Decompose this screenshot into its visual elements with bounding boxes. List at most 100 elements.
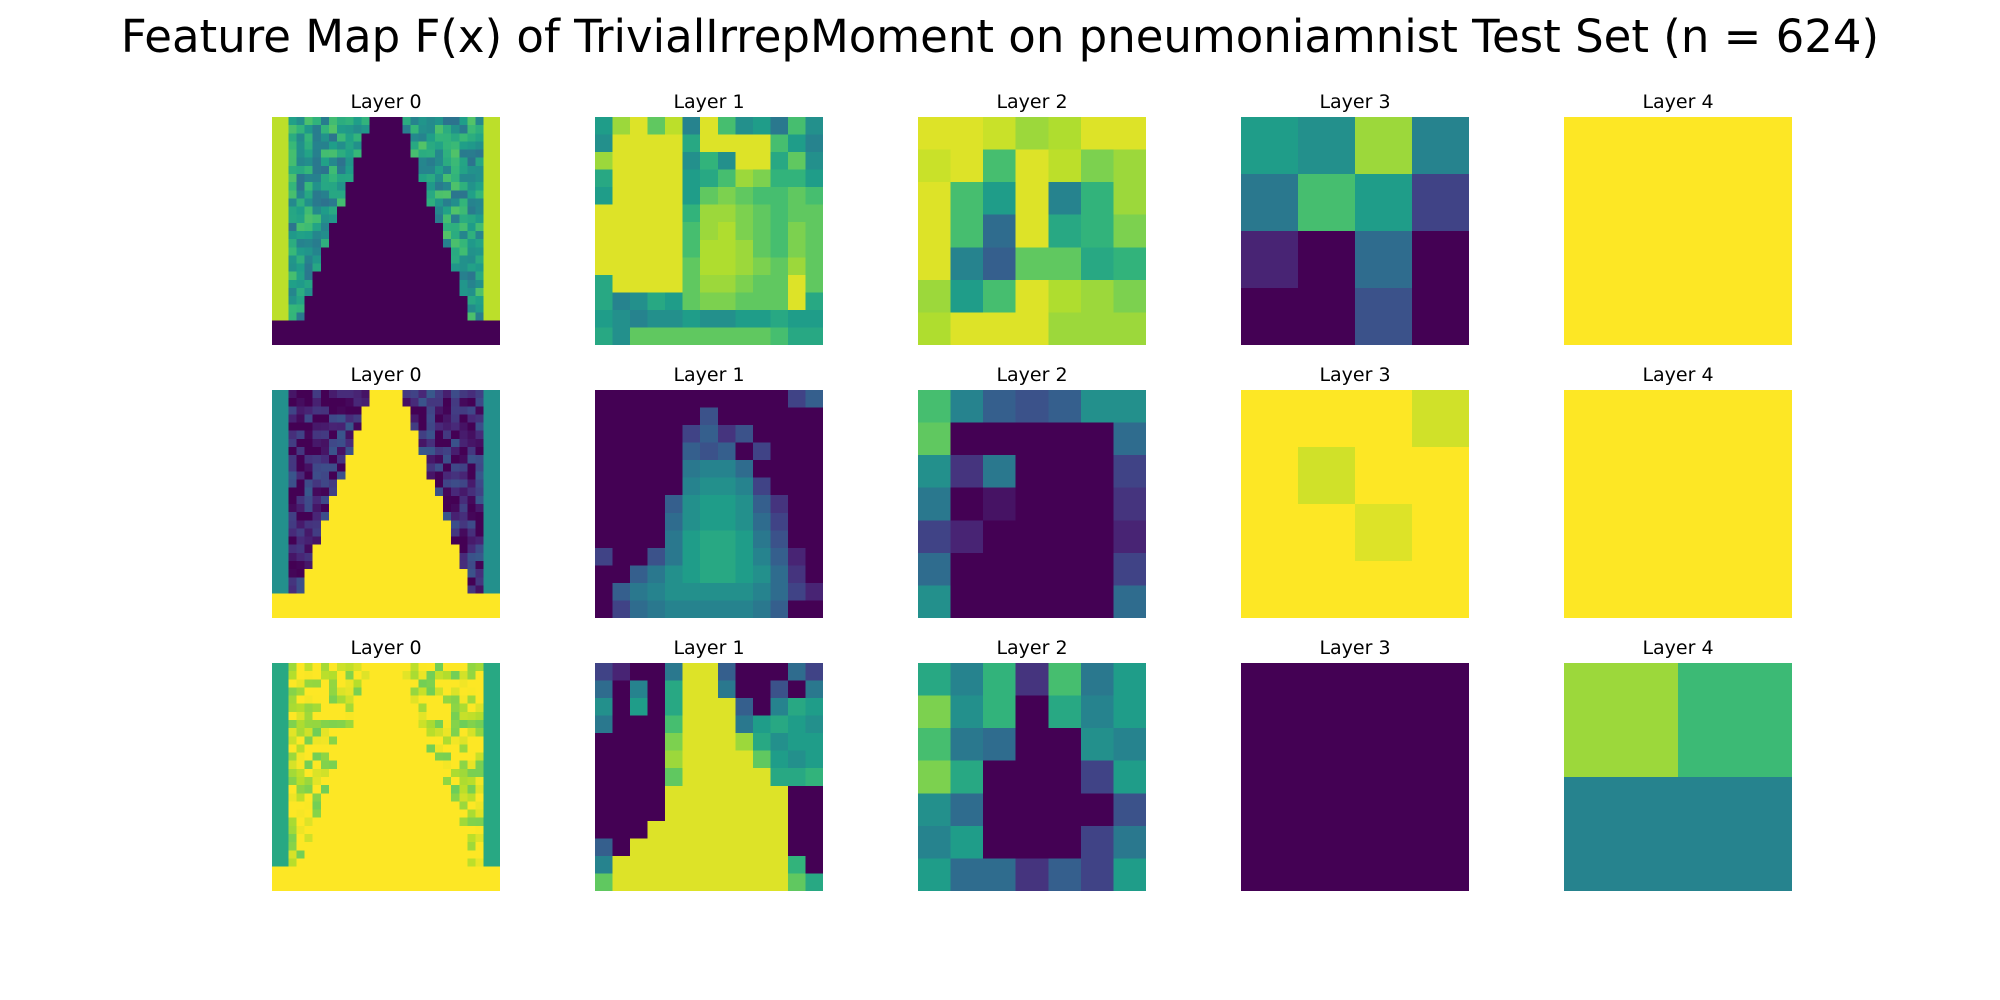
heatmap-cell: [459, 117, 469, 126]
heatmap-cell: [426, 125, 436, 134]
heatmap-cell: [483, 703, 493, 713]
heatmap-cell: [361, 711, 371, 721]
heatmap-cell: [805, 239, 823, 258]
heatmap-cell: [337, 182, 346, 191]
heatmap-cell: [1080, 422, 1115, 456]
heatmap-cell: [434, 214, 444, 224]
heatmap-cell: [805, 274, 823, 293]
heatmap-cell: [467, 414, 477, 424]
heatmap-cell: [296, 809, 306, 819]
heatmap-cell: [630, 495, 649, 514]
heatmap-cell: [595, 390, 614, 409]
heatmap-cell: [377, 720, 387, 729]
heatmap-cell: [443, 671, 452, 680]
heatmap-cell: [272, 487, 281, 497]
heatmap-cell: [329, 601, 338, 611]
heatmap-cell: [418, 125, 428, 134]
heatmap-cell: [418, 328, 428, 338]
heatmap-cell: [426, 768, 436, 778]
heatmap-cell: [329, 593, 338, 603]
heatmap-cell: [647, 803, 666, 822]
heatmap-cell: [410, 320, 420, 330]
heatmap-cell: [320, 336, 330, 345]
heatmap-cell: [983, 214, 1017, 248]
heatmap-cell: [304, 214, 314, 224]
heatmap-cell: [377, 850, 387, 860]
heatmap-cell: [918, 455, 952, 489]
heatmap-cell: [491, 487, 500, 497]
heatmap-cell: [272, 585, 281, 595]
heatmap-cell: [369, 463, 379, 473]
heatmap-cell: [1412, 288, 1469, 345]
heatmap-cell: [1241, 663, 1469, 891]
heatmap-cell: [386, 455, 395, 464]
heatmap-cell: [345, 793, 355, 803]
heatmap-cell: [467, 760, 477, 770]
heatmap-cell: [337, 679, 346, 689]
heatmap-cell: [418, 728, 428, 737]
heatmap-cell: [361, 801, 371, 811]
heatmap-cell: [410, 479, 420, 489]
panel-title: Layer 0: [350, 91, 422, 113]
heatmap-cell: [451, 687, 460, 697]
heatmap-cell: [647, 134, 666, 153]
heatmap-cell: [1048, 214, 1082, 248]
heatmap-cell: [443, 406, 452, 416]
heatmap-cell: [491, 279, 500, 289]
heatmap-cell: [272, 320, 281, 330]
heatmap-cell: [451, 512, 460, 521]
heatmap-cell: [386, 760, 395, 770]
heatmap-cell: [377, 528, 387, 538]
heatmap-cell: [304, 336, 314, 345]
heatmap-cell: [377, 671, 387, 680]
heatmap-cell: [595, 239, 614, 258]
heatmap-cell: [459, 125, 469, 134]
heatmap-cell: [410, 585, 420, 595]
heatmap-cell: [950, 214, 984, 248]
heatmap-cell: [272, 866, 281, 876]
heatmap-cell: [296, 720, 306, 729]
heatmap-cell: [612, 803, 631, 822]
heatmap-cell: [426, 320, 436, 330]
heatmap-cell: [377, 728, 387, 737]
heatmap-cell: [280, 609, 289, 618]
heatmap-cell: [682, 530, 701, 549]
heatmap-cell: [312, 320, 322, 330]
heatmap-cell: [612, 680, 631, 699]
heatmap-cell: [296, 793, 306, 803]
heatmap-cell: [369, 447, 379, 456]
heatmap-cell: [717, 327, 736, 345]
heatmap-cell: [418, 752, 428, 762]
heatmap-cell: [272, 601, 281, 611]
heatmap-cell: [700, 477, 719, 496]
heatmap-cell: [475, 679, 485, 689]
heatmap-cell: [272, 520, 281, 530]
heatmap-cell: [467, 504, 477, 513]
heatmap-cell: [467, 544, 477, 554]
heatmap-cell: [312, 198, 322, 208]
heatmap-cell: [410, 487, 420, 497]
heatmap-cell: [377, 561, 387, 570]
heatmap-cell: [443, 487, 452, 497]
heatmap-cell: [418, 711, 428, 721]
heatmap-cell: [353, 263, 363, 273]
heatmap-cell: [682, 327, 701, 345]
heatmap-cell: [443, 561, 452, 570]
heatmap-cell: [1241, 174, 1299, 232]
heatmap-cell: [386, 271, 395, 281]
heatmap-cell: [475, 874, 485, 884]
heatmap-cell: [288, 422, 298, 432]
heatmap-cell: [451, 255, 460, 265]
heatmap-cell: [647, 698, 666, 717]
heatmap-cell: [475, 663, 485, 672]
heatmap-cell: [983, 520, 1017, 554]
heatmap-cell: [369, 817, 379, 827]
heatmap-cell: [700, 873, 719, 891]
heatmap-cell: [296, 165, 306, 175]
heatmap-cell: [787, 820, 807, 839]
heatmap-cell: [361, 866, 371, 876]
heatmap-cell: [426, 609, 436, 618]
heatmap-cell: [805, 187, 823, 206]
heatmap-cell: [1015, 182, 1049, 216]
heatmap-cell: [467, 141, 477, 151]
